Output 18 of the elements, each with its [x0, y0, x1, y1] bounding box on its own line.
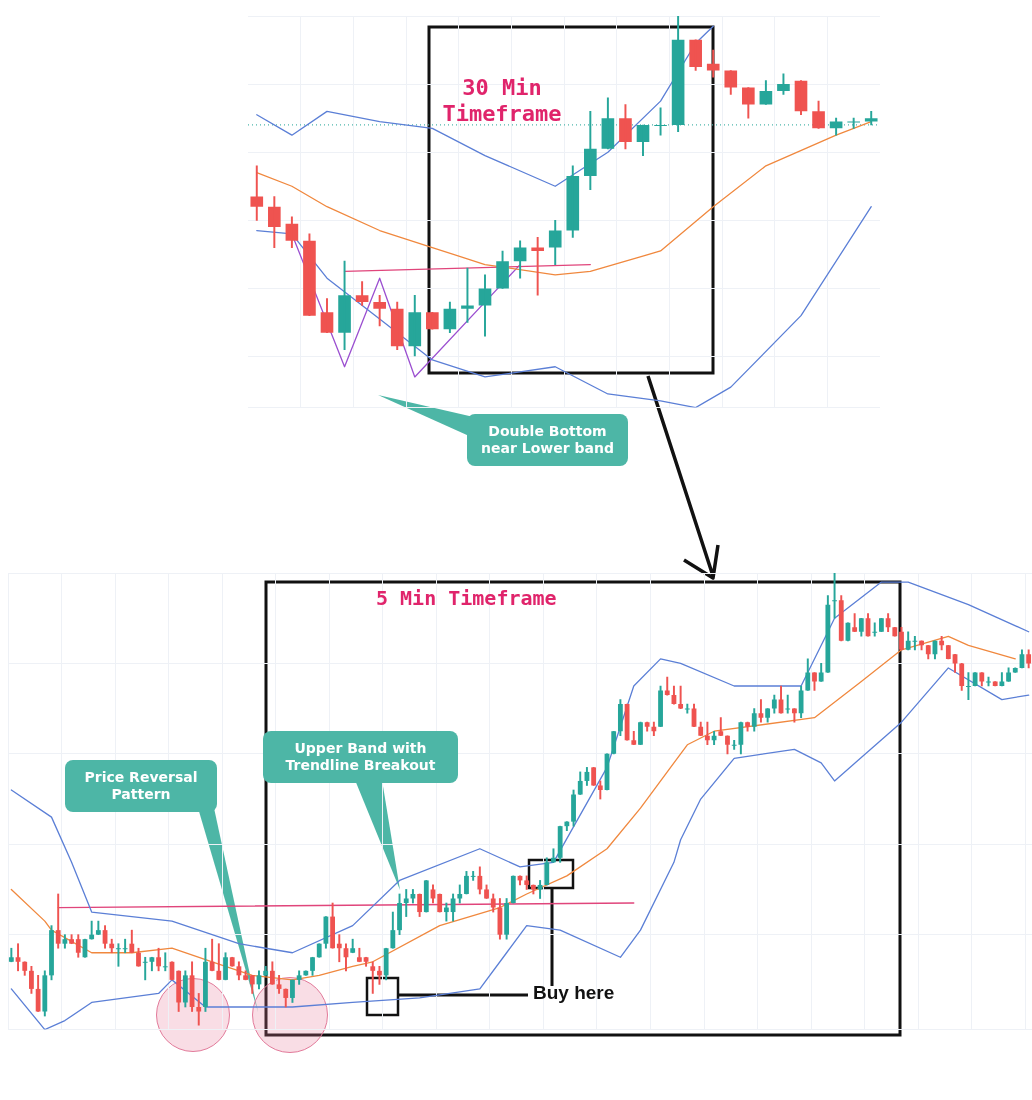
annotation: Upper Band with Trendline Breakout	[285, 740, 436, 773]
candlestick	[316, 943, 322, 958]
candlestick	[864, 111, 878, 126]
candlestick	[724, 70, 738, 95]
candlestick	[423, 880, 429, 913]
candlestick	[591, 767, 597, 786]
annotation: 5 Min Timeframe	[376, 585, 558, 611]
annotation: Buy here	[533, 982, 616, 1004]
candlestick	[373, 294, 386, 327]
callout-box: Double Bottom near Lower band	[467, 414, 628, 466]
candlestick	[1012, 667, 1018, 673]
annotation: 30 Min Timeframe	[441, 75, 563, 127]
candlestick	[303, 970, 309, 976]
callout-box: Price Reversal Pattern	[65, 760, 217, 812]
candlestick	[777, 73, 790, 95]
candlestick	[250, 165, 264, 221]
annotation: Price Reversal Pattern	[84, 769, 198, 802]
candlestick	[461, 267, 474, 323]
